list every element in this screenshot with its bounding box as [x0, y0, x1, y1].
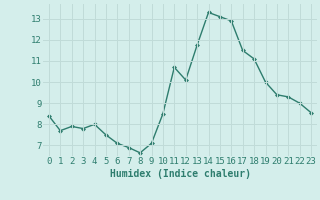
X-axis label: Humidex (Indice chaleur): Humidex (Indice chaleur)	[109, 169, 251, 179]
